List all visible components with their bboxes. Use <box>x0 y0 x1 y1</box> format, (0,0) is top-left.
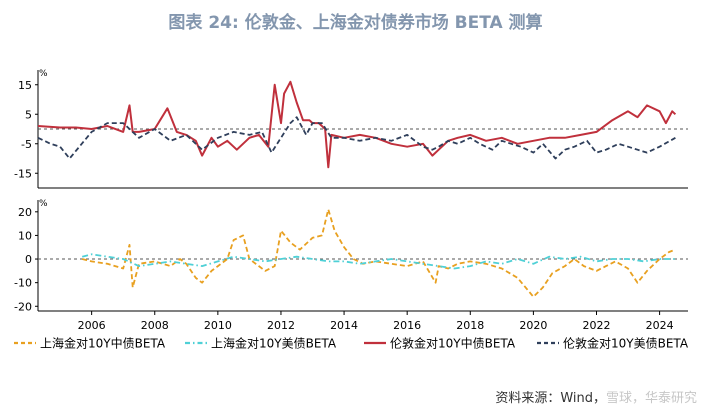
legend-item: 上海金对10Y中债BETA <box>14 336 166 351</box>
series-line-上海金对10Y美债BETA <box>81 253 676 270</box>
x-tick-label: 2014 <box>330 319 358 332</box>
y-tick-label: -15 <box>14 167 32 180</box>
legend-label: 上海金对10Y中债BETA <box>40 336 166 351</box>
series-line-伦敦金对10Y中债BETA <box>37 80 677 169</box>
y-tick-label: 10 <box>18 229 32 242</box>
x-tick-label: 2008 <box>141 319 169 332</box>
y-tick-label: -20 <box>14 300 32 313</box>
x-tick-label: 2022 <box>582 319 610 332</box>
watermark-text: 雪球，华泰研究 <box>605 391 697 406</box>
y-tick-label: 20 <box>18 206 32 219</box>
legend-item: 伦敦金对10Y美债BETA <box>537 336 689 351</box>
series-line-伦敦金对10Y美债BETA <box>37 116 676 160</box>
legend-label: 伦敦金对10Y中债BETA <box>390 336 516 351</box>
legend-label: 伦敦金对10Y美债BETA <box>563 336 689 351</box>
y-tick-label: 0 <box>25 253 32 266</box>
y-tick-label: 5 <box>25 108 32 121</box>
x-tick-label: 2016 <box>393 319 421 332</box>
source-note: 资料来源：Wind，雪球，华泰研究 <box>495 387 697 406</box>
series-line-上海金对10Y中债BETA <box>81 208 676 298</box>
y-unit-label-1: % <box>39 69 48 79</box>
y-unit-label-2: % <box>39 199 48 209</box>
x-tick-label: 2020 <box>519 319 547 332</box>
y-tick-label: -5 <box>21 138 32 151</box>
x-tick-label: 2024 <box>646 319 674 332</box>
x-tick-label: 2006 <box>78 319 106 332</box>
y-tick-label: -10 <box>14 277 32 290</box>
legend-item: 伦敦金对10Y中债BETA <box>364 336 516 351</box>
x-tick-label: 2010 <box>204 319 232 332</box>
x-tick-label: 2018 <box>456 319 484 332</box>
y-tick-label: 15 <box>18 79 32 92</box>
legend-item: 上海金对10Y美债BETA <box>185 336 337 351</box>
chart-title: 图表 24: 伦敦金、上海金对债券市场 BETA 测算 <box>168 13 543 33</box>
x-tick-label: 2012 <box>267 319 295 332</box>
legend-label: 上海金对10Y美债BETA <box>211 336 337 351</box>
source-text: 资料来源：Wind， <box>495 391 606 406</box>
